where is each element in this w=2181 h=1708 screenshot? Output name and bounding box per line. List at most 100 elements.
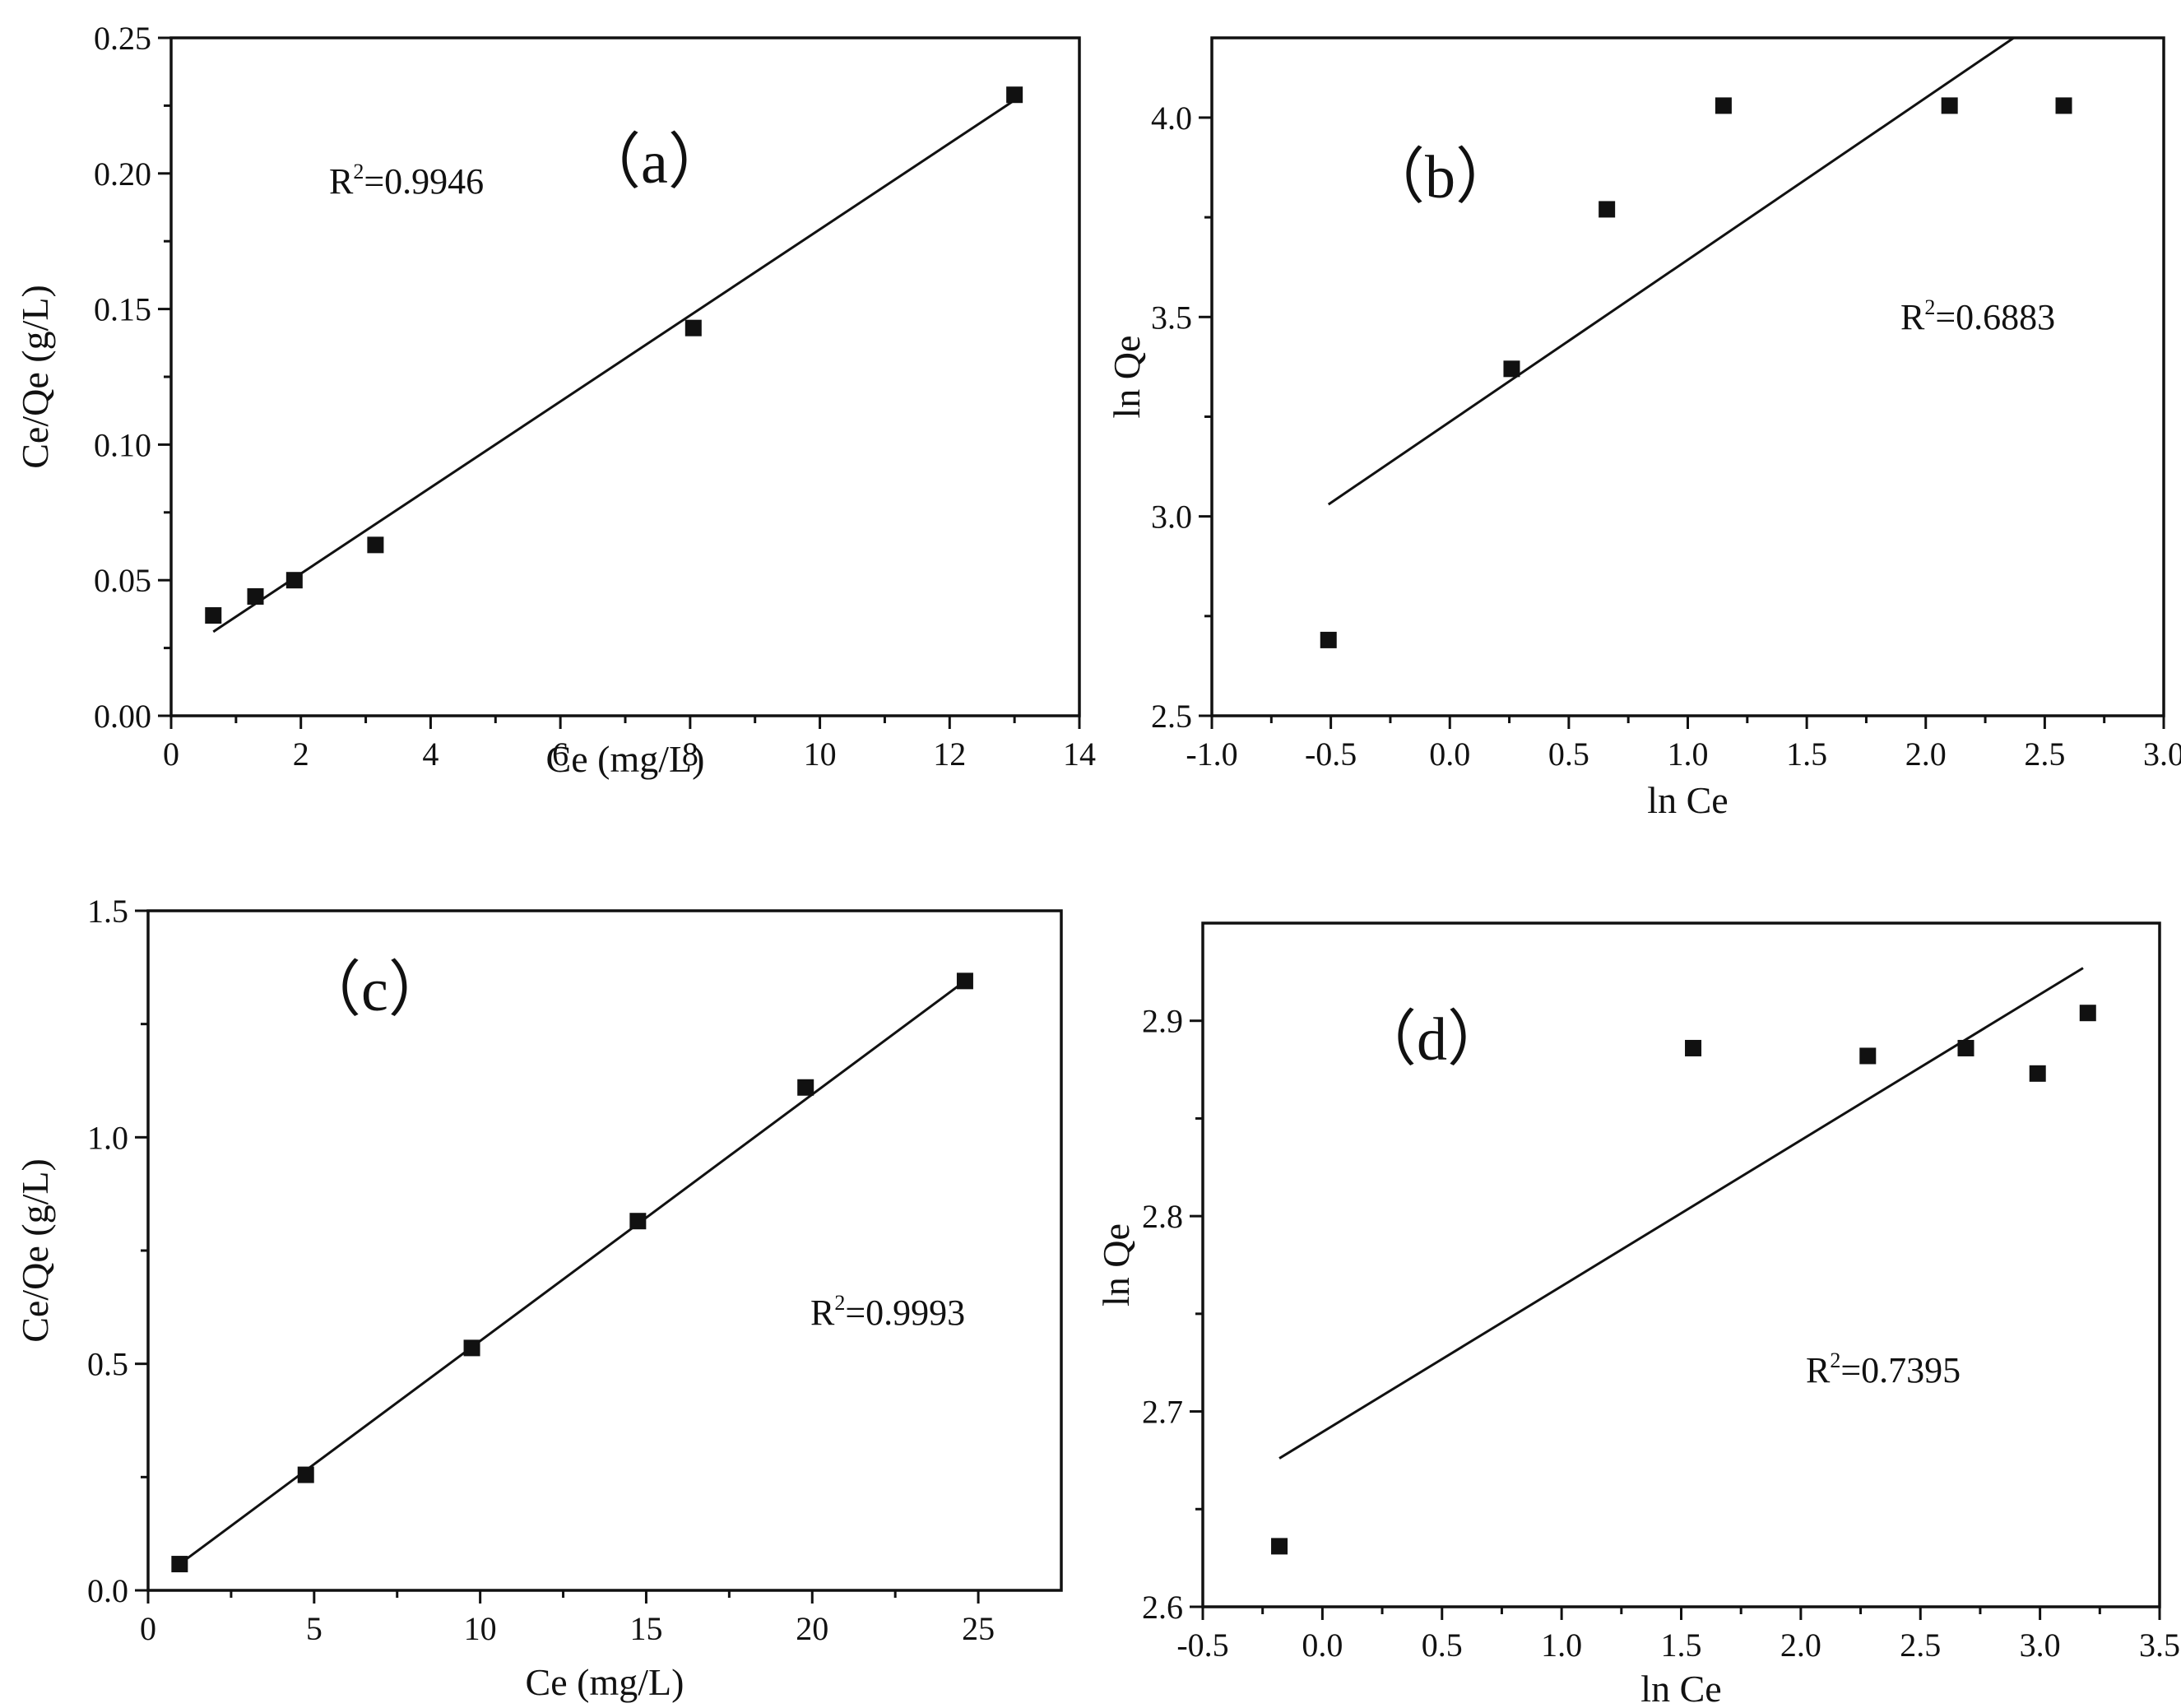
panel-a: 0 2 4 6 8 10 12 14 0.00 0.05 0.10 0.15 0.20 0.25 Ce (m… xyxy=(14,20,1096,780)
x-tick-label: 1.5 xyxy=(1661,1627,1702,1664)
x-tick-label: 10 xyxy=(464,1610,497,1647)
x-tick-label: 0.0 xyxy=(1429,736,1470,773)
data-point xyxy=(285,572,303,589)
r-squared-label: R2=0.9993 xyxy=(810,1291,965,1333)
data-point xyxy=(684,319,702,336)
data-point xyxy=(2079,1005,2096,1022)
data-point xyxy=(1859,1047,1877,1065)
r-squared-symbol: R xyxy=(1900,297,1925,337)
y-tick-label: 2.7 xyxy=(1142,1394,1183,1431)
r-squared-symbol: R xyxy=(1806,1350,1831,1390)
x-tick-label: 0.0 xyxy=(1302,1627,1343,1664)
data-point xyxy=(1685,1039,1702,1056)
y-tick-label: 1.0 xyxy=(87,1119,128,1156)
x-tick-label: -0.5 xyxy=(1305,736,1357,773)
y-axis-title: Ce/Qe (g/L) xyxy=(14,285,56,469)
r-squared-value: =0.6883 xyxy=(1935,297,2055,337)
y-tick-label: 0.00 xyxy=(94,698,151,735)
r-squared-exponent: 2 xyxy=(1924,295,1935,319)
x-tick-label: 3.0 xyxy=(2143,736,2181,773)
r-squared-exponent: 2 xyxy=(1830,1348,1840,1372)
data-point xyxy=(367,536,384,554)
plot-frame xyxy=(1210,36,2165,717)
data-point xyxy=(1957,1039,1975,1056)
panel-c: 0 5 10 15 20 25 0.0 0.5 1.0 1.5 Ce (mg/L) Ce/Qe (g/… xyxy=(14,893,1063,1703)
y-axis-title: ln Qe xyxy=(1106,336,1148,419)
x-axis-title: Ce (mg/L) xyxy=(526,1661,684,1703)
x-axis-title: ln Ce xyxy=(1640,1668,1721,1708)
y-tick-label: 0.20 xyxy=(94,155,151,193)
x-tick-label: 25 xyxy=(962,1610,995,1647)
x-tick-label: 8 xyxy=(682,736,698,773)
x-tick-label: 2 xyxy=(293,736,309,773)
data-point xyxy=(797,1079,814,1096)
x-tick-label: 12 xyxy=(933,736,966,773)
data-point xyxy=(205,607,222,624)
y-tick-label: 0.5 xyxy=(87,1346,128,1383)
data-point xyxy=(629,1213,647,1230)
fit-line xyxy=(1278,967,2084,1460)
x-tick-label: 1.5 xyxy=(1786,736,1827,773)
x-tick-label: 5 xyxy=(306,1610,323,1647)
x-tick-label: 0 xyxy=(140,1610,156,1647)
data-point xyxy=(1320,631,1337,648)
y-tick-label: 3.0 xyxy=(1151,499,1192,536)
panel-b: -1.0 -0.5 0.0 0.5 1.0 1.5 2.0 2.5 3.0 2.5 3.0 3.5 4.… xyxy=(1106,36,2181,821)
x-tick-label: 20 xyxy=(796,1610,828,1647)
data-point xyxy=(297,1466,314,1483)
r-squared-label: R2=0.6883 xyxy=(1900,295,2055,337)
x-tick-label: 4 xyxy=(422,736,439,773)
data-point xyxy=(247,587,264,605)
y-tick-label: 2.6 xyxy=(1142,1589,1183,1626)
x-axis-title: ln Ce xyxy=(1647,779,1728,821)
x-tick-label: 1.0 xyxy=(1668,736,1709,773)
x-tick-label: 15 xyxy=(629,1610,662,1647)
data-point xyxy=(2029,1065,2046,1082)
x-tick-label: 10 xyxy=(804,736,837,773)
y-axis-title: ln Qe xyxy=(1095,1223,1137,1307)
data-point xyxy=(1941,97,1958,114)
x-tick-label: 0 xyxy=(163,736,179,773)
plot-frame xyxy=(1201,921,2161,1608)
r-squared-symbol: R xyxy=(329,161,354,202)
y-tick-label: 2.8 xyxy=(1142,1198,1183,1235)
fit-line xyxy=(179,980,966,1566)
data-point xyxy=(1503,360,1520,378)
fit-line xyxy=(1327,36,2015,506)
x-tick-label: 2.5 xyxy=(1900,1627,1941,1664)
y-tick-label: 0.10 xyxy=(94,426,151,463)
data-point xyxy=(956,972,973,990)
fit-line xyxy=(212,99,1015,634)
data-point xyxy=(1715,97,1732,114)
r-squared-symbol: R xyxy=(810,1293,835,1333)
x-tick-label: 2.5 xyxy=(2024,736,2065,773)
y-tick-label: 2.9 xyxy=(1142,1003,1183,1040)
y-axis-title: Ce/Qe (g/L) xyxy=(14,1158,56,1343)
panel-label: （a） xyxy=(580,129,729,197)
y-tick-label: 3.5 xyxy=(1151,299,1192,336)
r-squared-label: R2=0.9946 xyxy=(329,160,484,202)
x-tick-label: -0.5 xyxy=(1176,1627,1228,1664)
data-point xyxy=(1599,201,1616,218)
panel-d: -0.5 0.0 0.5 1.0 1.5 2.0 2.5 3.0 3.5 2.6 2.7 2.8 2.9… xyxy=(1095,921,2180,1708)
x-tick-label: -1.0 xyxy=(1186,736,1237,773)
y-tick-label: 0.25 xyxy=(94,20,151,57)
x-axis-title: Ce (mg/L) xyxy=(546,738,705,780)
y-tick-label: 1.5 xyxy=(87,893,128,930)
r-squared-label: R2=0.7395 xyxy=(1806,1348,1961,1390)
panel-label: （b） xyxy=(1364,144,1516,211)
x-tick-label: 2.0 xyxy=(1780,1627,1821,1664)
r-squared-exponent: 2 xyxy=(353,160,364,183)
x-tick-label: 1.0 xyxy=(1541,1627,1582,1664)
x-tick-label: 2.0 xyxy=(1905,736,1947,773)
r-squared-value: =0.7395 xyxy=(1840,1350,1961,1390)
x-tick-label: 3.5 xyxy=(2139,1627,2180,1664)
data-point xyxy=(171,1556,188,1573)
x-tick-label: 3.0 xyxy=(2020,1627,2061,1664)
x-tick-label: 0.5 xyxy=(1548,736,1589,773)
x-tick-label: 14 xyxy=(1063,736,1096,773)
data-point xyxy=(1271,1538,1288,1555)
r-squared-exponent: 2 xyxy=(834,1291,845,1315)
y-tick-label: 2.5 xyxy=(1151,698,1192,735)
